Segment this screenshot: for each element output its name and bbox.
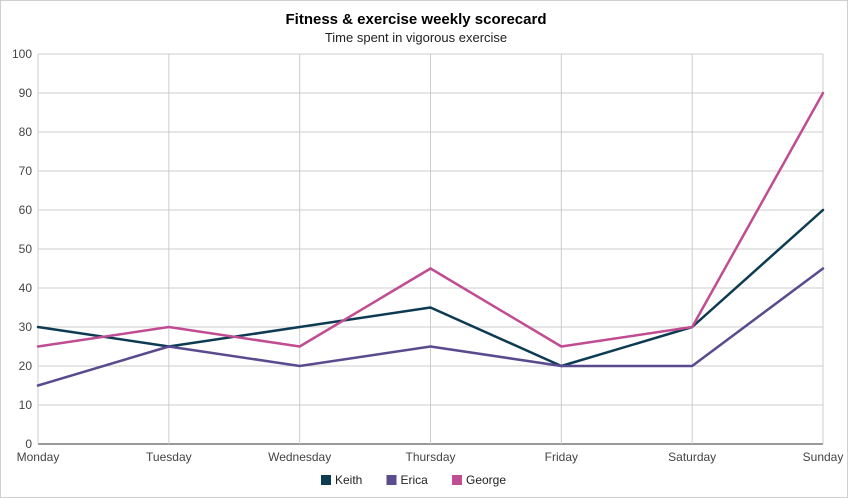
legend-label: Keith [335,473,362,487]
legend: Keith Erica George [321,473,506,487]
x-tick-label: Friday [545,450,578,464]
y-tick-label: 30 [19,320,33,334]
legend-swatch-keith [321,475,331,485]
x-tick-label: Tuesday [146,450,192,464]
x-tick-label: Saturday [668,450,716,464]
chart-subtitle: Time spent in vigorous exercise [325,30,507,45]
legend-label: George [466,473,506,487]
y-tick-label: 20 [19,359,33,373]
y-tick-label: 80 [19,125,33,139]
y-tick-label: 40 [19,281,33,295]
grid [37,53,824,445]
x-tick-label: Sunday [803,450,844,464]
x-tick-label: Wednesday [268,450,331,464]
series-line-erica [36,267,825,387]
legend-label: Erica [401,473,429,487]
y-tick-label: 70 [19,164,33,178]
y-tick-label: 0 [25,437,32,451]
y-tick-label: 60 [19,203,33,217]
x-tick-label: Monday [17,450,60,464]
y-tick-label: 10 [19,398,33,412]
series-lines [36,91,825,387]
legend-swatch-erica [386,475,397,485]
series-line-george [36,91,825,348]
y-tick-label: 50 [19,242,33,256]
y-tick-label: 90 [19,86,33,100]
y-axis-ticks: 0 10 20 30 40 50 60 70 80 90 100 [12,47,32,451]
y-tick-label: 100 [12,47,32,61]
x-axis-ticks: Monday Tuesday Wednesday Thursday Friday Satu… [17,450,844,464]
chart-title: Fitness & exercise weekly scorecard [286,11,547,28]
legend-swatch-george [452,475,462,485]
x-tick-label: Thursday [405,450,455,464]
